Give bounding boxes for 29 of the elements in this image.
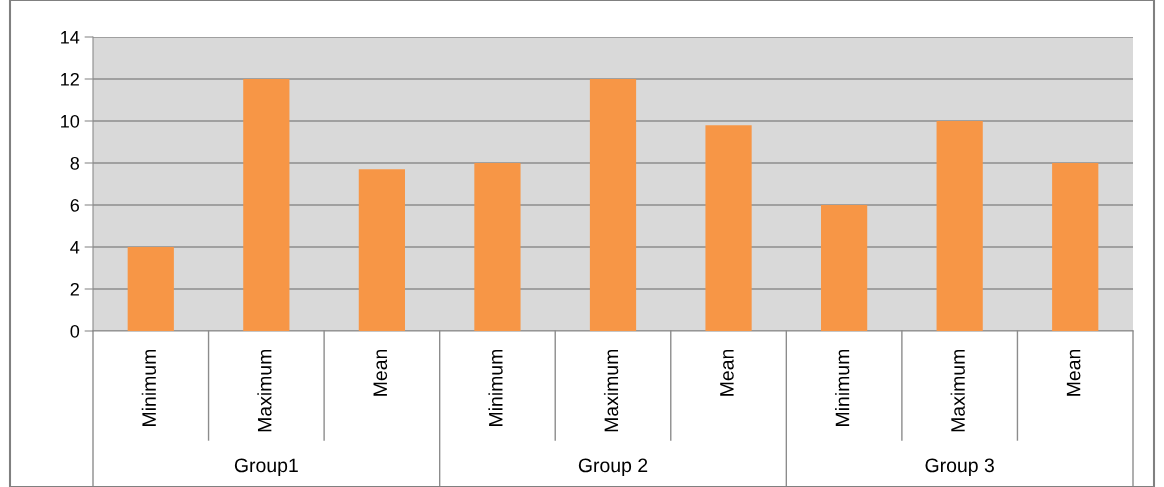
text: Group 3 <box>925 458 994 477</box>
x-tick-label: Mean <box>373 349 388 396</box>
y-tick-label: 0 <box>70 324 80 338</box>
bar <box>243 79 290 331</box>
x-tick-label: Minimum <box>835 349 850 426</box>
y-tick-label: 12 <box>61 72 79 86</box>
x-tick-label: Maximum <box>257 349 272 432</box>
bar <box>821 205 868 331</box>
x-tick-label: Mean <box>1066 349 1081 396</box>
x-tick-label: Minimum <box>488 349 503 426</box>
y-tick-label: 8 <box>70 156 80 170</box>
y-tick-label: 4 <box>70 241 80 254</box>
bar <box>705 125 752 331</box>
y-tick-label: 6 <box>70 198 80 212</box>
text: Group1 <box>234 458 298 477</box>
bar <box>1052 163 1099 331</box>
x-tick-label: Maximum <box>950 349 965 432</box>
text: Group 2 <box>578 458 648 477</box>
x-tick-label: Maximum <box>603 349 619 432</box>
bar <box>589 79 637 331</box>
bar <box>474 163 521 331</box>
bar <box>127 247 174 331</box>
y-tick-label: 10 <box>61 114 80 128</box>
bar <box>358 169 405 331</box>
y-tick-label: 2 <box>70 282 79 296</box>
x-tick-label: Minimum <box>141 349 156 426</box>
x-tick-label: Mean <box>720 349 734 396</box>
bar <box>936 121 983 331</box>
y-tick-label: 14 <box>61 31 80 44</box>
